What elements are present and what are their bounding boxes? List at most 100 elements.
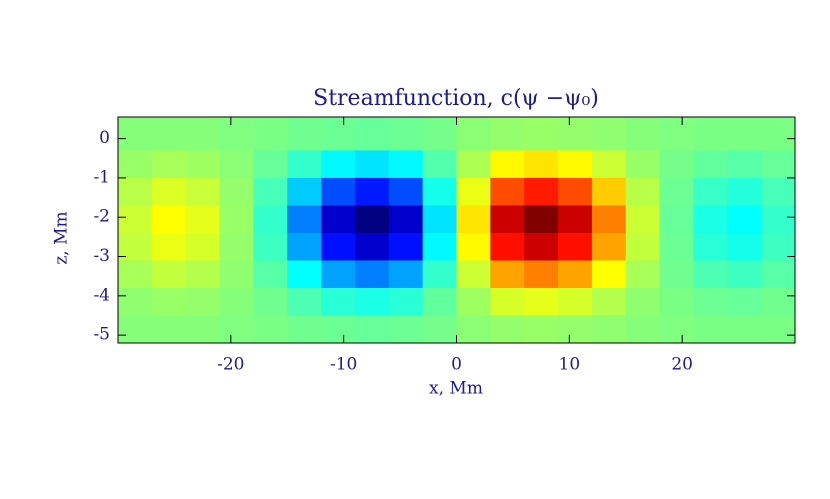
heat-cell: [591, 150, 627, 179]
heat-cell: [659, 315, 694, 344]
heat-cell: [151, 150, 187, 179]
heat-cell: [219, 315, 254, 344]
heat-cell: [354, 177, 390, 206]
heat-cell: [558, 117, 593, 151]
heat-cell: [321, 117, 356, 151]
heat-cell: [185, 205, 221, 234]
heat-cell: [659, 260, 694, 289]
heat-cell: [659, 287, 694, 316]
heat-cell: [693, 117, 728, 151]
heat-cell: [321, 150, 356, 179]
heat-cell: [388, 177, 424, 206]
heat-cell: [253, 287, 288, 316]
heat-cell: [490, 150, 525, 179]
heat-cell: [151, 232, 187, 261]
heat-cell: [185, 260, 221, 289]
y-tick-label: -3: [93, 246, 110, 266]
heat-cell: [693, 232, 728, 261]
heat-cell: [185, 232, 221, 261]
heat-cell: [118, 177, 153, 206]
heat-cell: [118, 150, 153, 179]
heat-cell: [422, 315, 457, 344]
heat-cell: [456, 150, 491, 179]
heat-cell: [422, 117, 457, 151]
heat-cell: [727, 260, 762, 289]
heat-cell: [287, 150, 322, 179]
heat-cell: [524, 117, 559, 151]
heat-cell: [253, 117, 288, 151]
heat-cell: [490, 117, 525, 151]
heat-cell: [625, 177, 661, 206]
heat-cell: [490, 287, 525, 316]
y-axis-label: z, Mm: [52, 211, 72, 264]
heat-cell: [591, 205, 627, 234]
heat-cell: [625, 150, 661, 179]
heat-cell: [354, 150, 390, 179]
heat-cell: [287, 260, 322, 289]
heat-cell: [625, 287, 661, 316]
heat-cell: [625, 315, 661, 344]
heat-cell: [524, 205, 559, 234]
x-axis-label: x, Mm: [429, 379, 483, 399]
heat-cell: [253, 315, 288, 344]
heat-cell: [388, 232, 424, 261]
heat-cell: [761, 117, 796, 151]
heat-cell: [321, 177, 356, 206]
heat-cell: [761, 315, 796, 344]
chart-title: Streamfunction, c(ψ −ψ₀): [313, 86, 599, 111]
heat-cell: [659, 232, 694, 261]
heat-cell: [456, 287, 491, 316]
heat-cell: [422, 205, 457, 234]
heat-cell: [625, 205, 661, 234]
heat-cell: [388, 260, 424, 289]
heat-cell: [591, 287, 627, 316]
heat-cell: [287, 205, 322, 234]
heat-cell: [422, 177, 457, 206]
x-tick-label: -20: [217, 355, 244, 375]
heat-cell: [219, 232, 254, 261]
heat-cell: [558, 177, 593, 206]
heat-cell: [422, 260, 457, 289]
heat-cell: [490, 205, 525, 234]
heat-cell: [727, 150, 762, 179]
heat-cell: [490, 177, 525, 206]
heat-cell: [693, 177, 728, 206]
heat-cell: [354, 205, 390, 234]
heat-cell: [219, 260, 254, 289]
heat-cell: [185, 117, 221, 151]
heat-cell: [219, 287, 254, 316]
heat-cell: [219, 117, 254, 151]
heat-cell: [287, 232, 322, 261]
heat-cell: [388, 287, 424, 316]
x-tick-label: -10: [330, 355, 357, 375]
heat-cell: [321, 205, 356, 234]
heat-cell: [761, 150, 796, 179]
heat-cell: [659, 117, 694, 151]
heat-cell: [388, 117, 424, 151]
heat-cell: [456, 232, 491, 261]
heat-cell: [118, 117, 153, 151]
heat-cell: [118, 287, 153, 316]
heat-cell: [591, 117, 627, 151]
heat-cell: [151, 287, 187, 316]
heat-cell: [287, 177, 322, 206]
heat-cell: [524, 260, 559, 289]
heat-cell: [761, 205, 796, 234]
heat-cell: [118, 205, 153, 234]
heat-cell: [219, 205, 254, 234]
heat-cell: [185, 315, 221, 344]
heat-cell: [253, 205, 288, 234]
heat-cell: [591, 260, 627, 289]
heat-cell: [456, 177, 491, 206]
heat-cell: [151, 205, 187, 234]
heat-cell: [219, 177, 254, 206]
heat-cell: [558, 287, 593, 316]
heat-cell: [727, 205, 762, 234]
heat-cell: [761, 287, 796, 316]
y-tick-label: -5: [93, 325, 110, 345]
heat-cell: [422, 287, 457, 316]
heat-cell: [558, 260, 593, 289]
heat-cell: [625, 117, 661, 151]
y-tick-label: -1: [93, 167, 110, 187]
